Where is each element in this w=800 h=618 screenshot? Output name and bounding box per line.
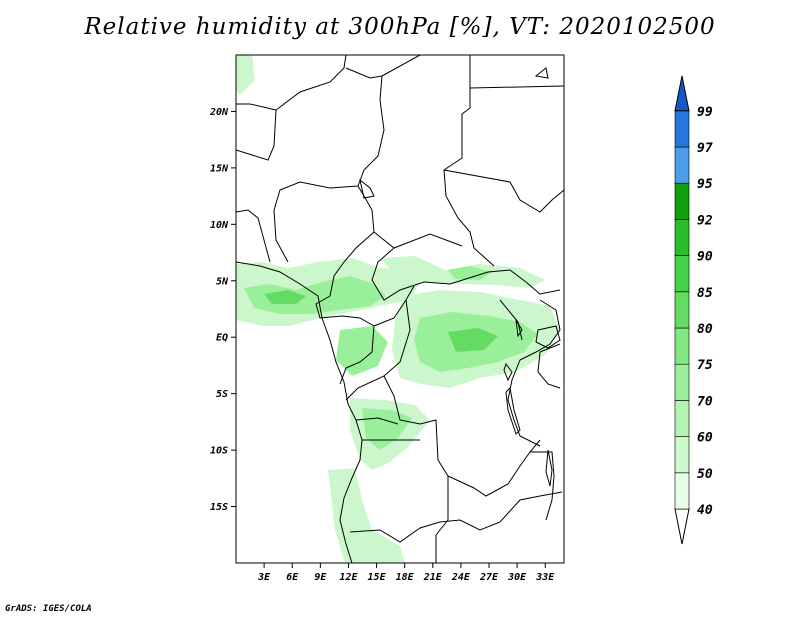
lake-victoria <box>535 325 561 349</box>
humidity-shading <box>236 55 560 563</box>
colorbar-segment <box>674 436 690 474</box>
lon-tick-label: 21E <box>423 572 443 583</box>
colorbar-label: 70 <box>697 394 713 409</box>
shade-congo-max <box>448 328 498 352</box>
colorbar-over-triangle <box>674 75 690 112</box>
lakes <box>503 319 561 487</box>
coastline <box>236 261 363 563</box>
colorbar: 40 50 60 70 75 80 85 90 92 95 97 99 <box>674 75 713 545</box>
colorbar-segment <box>674 255 690 293</box>
colorbar-label: 60 <box>697 431 713 446</box>
lon-tick-label: 27E <box>479 572 499 583</box>
lat-axis: 20N 15N 10N 5N EQ 5S 10S 15S <box>209 107 236 513</box>
colorbar-segment <box>674 182 690 220</box>
colorbar-label: 75 <box>697 358 713 373</box>
shade-gulf-guinea-core <box>244 276 386 314</box>
colorbar-segment <box>674 327 690 365</box>
lon-tick-label: 3E <box>257 572 271 583</box>
lon-tick-label: 18E <box>396 572 415 583</box>
shade-sahel-fleck <box>236 55 255 95</box>
colorbar-label: 50 <box>697 467 713 482</box>
colorbar-label: 85 <box>697 286 713 301</box>
colorbar-segment <box>674 363 690 401</box>
lon-tick-label: 9E <box>314 572 327 583</box>
country-borders <box>236 55 564 563</box>
lon-tick-label: 6E <box>286 572 299 583</box>
lat-tick-label: 10N <box>210 220 229 231</box>
lon-tick-label: 30E <box>507 572 527 583</box>
lon-tick-label: 12E <box>339 572 358 583</box>
shade-west-max <box>264 290 306 304</box>
lon-tick-label: 33E <box>535 572 555 583</box>
lake-kivu <box>503 362 513 382</box>
colorbar-segment <box>674 291 690 329</box>
colorbar-label: 95 <box>697 177 713 192</box>
colorbar-label: 90 <box>697 250 713 265</box>
lat-tick-label: 5S <box>216 389 228 400</box>
colorbar-segment <box>674 146 690 184</box>
colorbar-under-triangle <box>674 508 690 545</box>
map-title: Relative humidity at 300hPa [%], VT: 202… <box>84 14 716 40</box>
colorbar-label: 92 <box>697 213 713 228</box>
colorbar-segment <box>674 219 690 256</box>
colorbar-segment <box>674 472 690 510</box>
shade-central-core <box>336 326 388 376</box>
lat-tick-label: 15N <box>210 163 229 174</box>
colorbar-segment <box>674 110 690 148</box>
lon-axis: 3E 6E 9E 12E 15E 18E 21E 24E 27E 30E 33E <box>257 563 555 583</box>
lake-malawi <box>545 449 553 487</box>
colorbar-label: 40 <box>697 503 713 518</box>
lake-albert <box>515 319 523 338</box>
lat-tick-label: 5N <box>216 276 229 287</box>
lat-tick-label: 15S <box>210 502 228 513</box>
lat-tick-label: 20N <box>209 107 229 118</box>
lat-tick-label: EQ <box>216 333 228 344</box>
colorbar-label: 80 <box>697 322 713 337</box>
shade-car-core <box>448 266 492 280</box>
lake-tanganyika <box>505 386 521 435</box>
colorbar-label: 99 <box>697 105 713 120</box>
colorbar-label: 97 <box>697 141 713 156</box>
lon-tick-label: 24E <box>451 572 471 583</box>
colorbar-segment <box>674 400 690 437</box>
lon-tick-label: 15E <box>368 572 387 583</box>
grads-credit: GrADS: IGES/COLA <box>5 604 92 614</box>
shade-namibia-coast <box>328 468 405 563</box>
map-frame <box>235 54 565 564</box>
lat-tick-label: 10S <box>210 446 228 457</box>
